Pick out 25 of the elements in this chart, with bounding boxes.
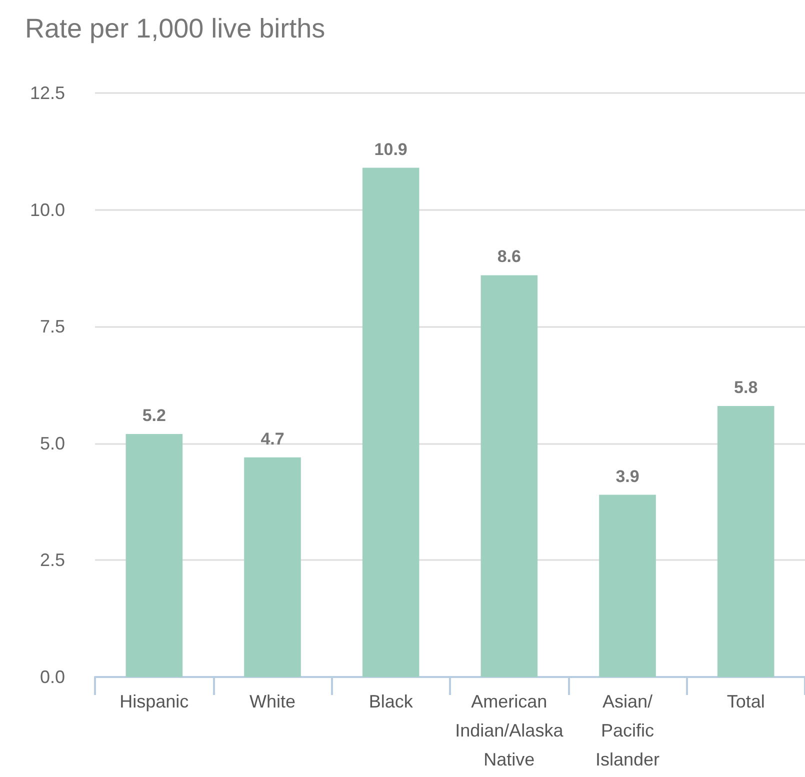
data-label: 10.9 (374, 140, 408, 159)
x-tick-label: Hispanic (120, 692, 189, 712)
x-tick-label: American Indian/Alaska Native (455, 692, 564, 770)
y-tick-label: 5.0 (40, 433, 65, 454)
x-tick-label: White (249, 692, 296, 712)
y-axis-title: Rate per 1,000 live births (25, 14, 326, 44)
bar (599, 494, 656, 677)
bar (480, 275, 538, 677)
x-tick-label: Black (368, 692, 414, 712)
x-tick-label: Total (726, 692, 765, 712)
data-label: 5.8 (734, 378, 758, 398)
data-label: 8.6 (497, 247, 521, 266)
bar (717, 406, 774, 677)
bar (244, 457, 301, 677)
y-tick-label: 7.5 (40, 316, 65, 337)
bar (362, 168, 420, 677)
data-label: 3.9 (616, 466, 640, 486)
bar (126, 434, 183, 677)
y-tick-label: 0.0 (40, 667, 65, 687)
y-tick-label: 10.0 (30, 200, 65, 220)
x-tick-label: Asian/ Pacific Islander (595, 692, 660, 770)
data-label: 4.7 (260, 429, 284, 448)
data-label: 5.2 (142, 406, 166, 426)
y-tick-label: 12.5 (30, 83, 65, 103)
y-tick-label: 2.5 (40, 550, 65, 570)
